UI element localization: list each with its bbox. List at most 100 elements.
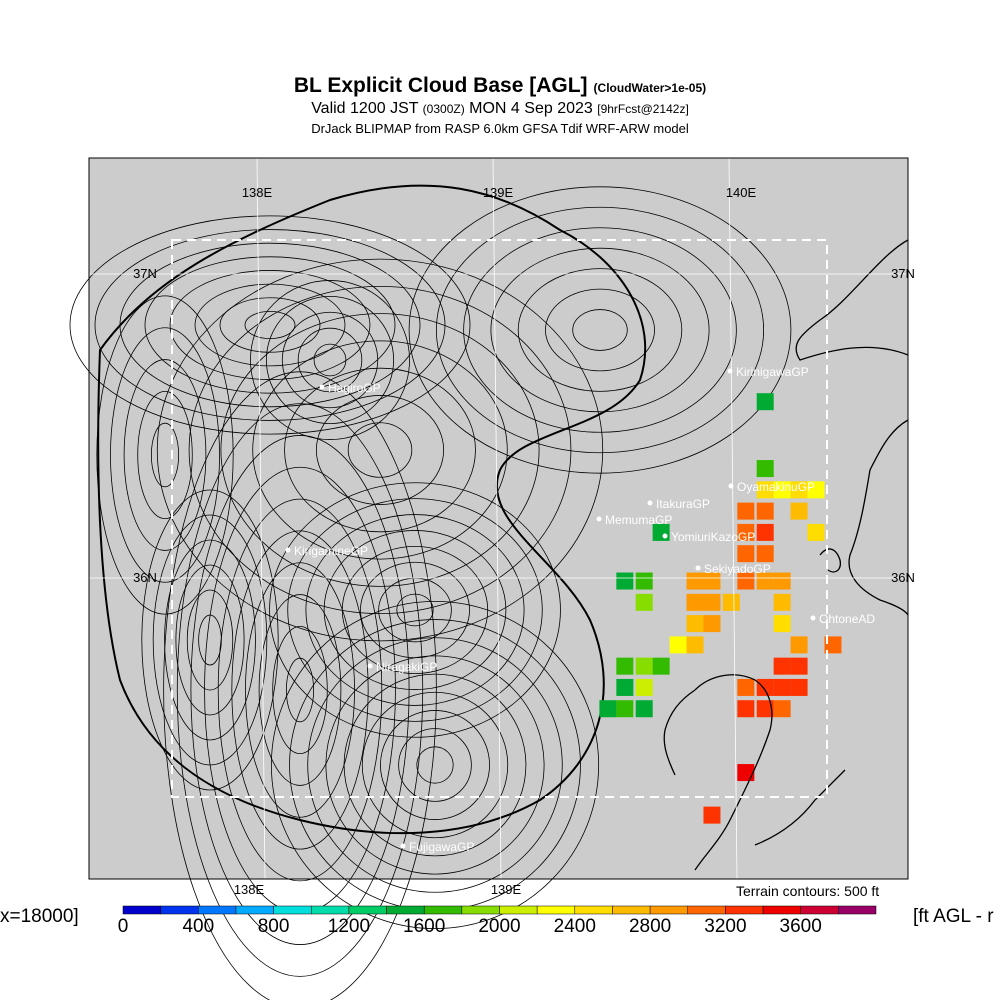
terrain-contour (360, 561, 470, 659)
cloud-base-cell (652, 657, 670, 675)
cloud-base-cell (773, 593, 791, 611)
terrain-contour (150, 422, 180, 488)
lon-label-bottom: 138E (234, 882, 265, 897)
cloud-base-cell (616, 678, 634, 696)
colorbar-swatch (160, 905, 199, 915)
terrain-contour (141, 489, 279, 791)
site-label: MemumaGP (605, 513, 672, 527)
cloud-base-cell (635, 700, 653, 718)
site-label: OyamakinuGP (737, 480, 815, 494)
chart-title: BL Explicit Cloud Base [AGL] (CloudWater>… (0, 74, 1000, 98)
terrain-contour (231, 530, 369, 850)
cloud-base-cell (790, 636, 808, 654)
terrain-contour (315, 395, 445, 505)
cloud-base-cell (756, 460, 774, 478)
cloud-base-cell (703, 806, 721, 824)
site-marker (400, 843, 406, 849)
terrain-contour (297, 327, 363, 393)
terrain-contour (287, 498, 543, 722)
terrain-contours (69, 184, 792, 1000)
terrain-contour (435, 206, 765, 454)
terrain-contour (217, 498, 383, 882)
lat-label-left: 36N (133, 570, 157, 585)
site-markers: KirinigawaGP HagiroGP OyamakinuGP ItakuraGP… (285, 365, 875, 854)
terrain-contour (164, 539, 256, 741)
terrain-contour (545, 288, 655, 372)
model-info: DrJack BLIPMAP from RASP 6.0km GFSA Tdif… (311, 121, 689, 136)
colorbar-swatch (800, 905, 839, 915)
cloud-base-cell (756, 393, 774, 411)
terrain-contour (152, 514, 268, 766)
site-marker (728, 483, 734, 489)
site-label: FujigawaGP (409, 840, 474, 854)
terrain-contour (190, 435, 410, 945)
inner-domain-box (171, 239, 828, 798)
forecast-info: [9hrFcst@2142z] (597, 102, 689, 116)
terrain-contour (272, 625, 328, 755)
site-marker (319, 384, 325, 390)
terrain-contour (572, 309, 628, 351)
cloud-base-cell (703, 615, 721, 633)
cloud-base-cell (737, 678, 755, 696)
cloud-base-cell (703, 572, 721, 590)
cloud-base-cell (686, 593, 704, 611)
title-main: BL Explicit Cloud Base [AGL] (293, 74, 588, 97)
colorbar-swatch (198, 905, 237, 915)
cloud-base-cell (756, 523, 774, 541)
terrain-contour (175, 564, 245, 716)
meridian-line (256, 157, 266, 880)
lon-label-top: 139E (483, 185, 514, 200)
cloud-base-cell (773, 700, 791, 718)
colorbar (122, 905, 877, 915)
cloud-base-cell (616, 700, 634, 718)
site-label: HagiroGP (328, 381, 381, 395)
lat-label-right: 36N (891, 570, 915, 585)
cloud-base-cells (599, 393, 842, 824)
terrain-contour (258, 594, 342, 786)
cloud-base-cell (790, 657, 808, 675)
valid-time: Valid 1200 JST (311, 100, 419, 117)
terrain-contour (517, 268, 683, 392)
colorbar-swatch (348, 905, 387, 915)
colorbar-tick-label: 2000 (478, 916, 521, 937)
cloud-base-cell (616, 572, 634, 590)
cloud-base-cell (686, 636, 704, 654)
cloud-base-cell (756, 678, 774, 696)
cloud-base-cell (756, 481, 774, 499)
cloud-base-cell (737, 523, 755, 541)
terrain-contour (220, 313, 540, 587)
cloud-base-cell (790, 481, 808, 499)
terrain-contour (219, 297, 321, 353)
terrain-contour (284, 367, 476, 533)
cloud-base-cell (790, 502, 808, 520)
cloud-base-cell (737, 545, 755, 563)
site-marker (285, 547, 291, 553)
valid-date: MON 4 Sep 2023 (469, 100, 593, 117)
terrain-contour (347, 422, 413, 478)
colorbar-left-label: x=18000] (0, 906, 79, 927)
site-label: SekiyadoGP (704, 562, 771, 576)
site-label: KirigamineGP (294, 544, 368, 558)
colorbar-tick-label: 1600 (403, 916, 446, 937)
terrain-contour (343, 673, 527, 857)
cloud-base-cell (669, 636, 687, 654)
lon-label-top: 140E (726, 185, 757, 200)
cloud-base-cell (737, 764, 755, 782)
terrain-contour (490, 247, 710, 413)
cloud-base-cell (773, 481, 791, 499)
map-axis-labels: 138E 139E 140E 138E 139E 37N 36N 37N 36N (133, 185, 915, 897)
colorbar-tick-label: 2800 (628, 916, 672, 937)
colorbar-tick-label: 800 (257, 916, 290, 937)
site-marker (647, 500, 653, 506)
site-label: NiragakiGP (376, 660, 437, 674)
terrain-contour (361, 691, 509, 839)
cloud-base-cell (737, 700, 755, 718)
terrain-contour (144, 256, 396, 394)
colorbar-tick-label: 2400 (553, 916, 596, 937)
cloud-base-cell (773, 572, 791, 590)
colorbar-swatch (461, 905, 500, 915)
cloud-base-cell (635, 657, 653, 675)
terrain-note: Terrain contours: 500 ft (736, 883, 880, 899)
chart-subtitle: Valid 1200 JST (0300Z) MON 4 Sep 2023 [9… (0, 100, 1000, 118)
